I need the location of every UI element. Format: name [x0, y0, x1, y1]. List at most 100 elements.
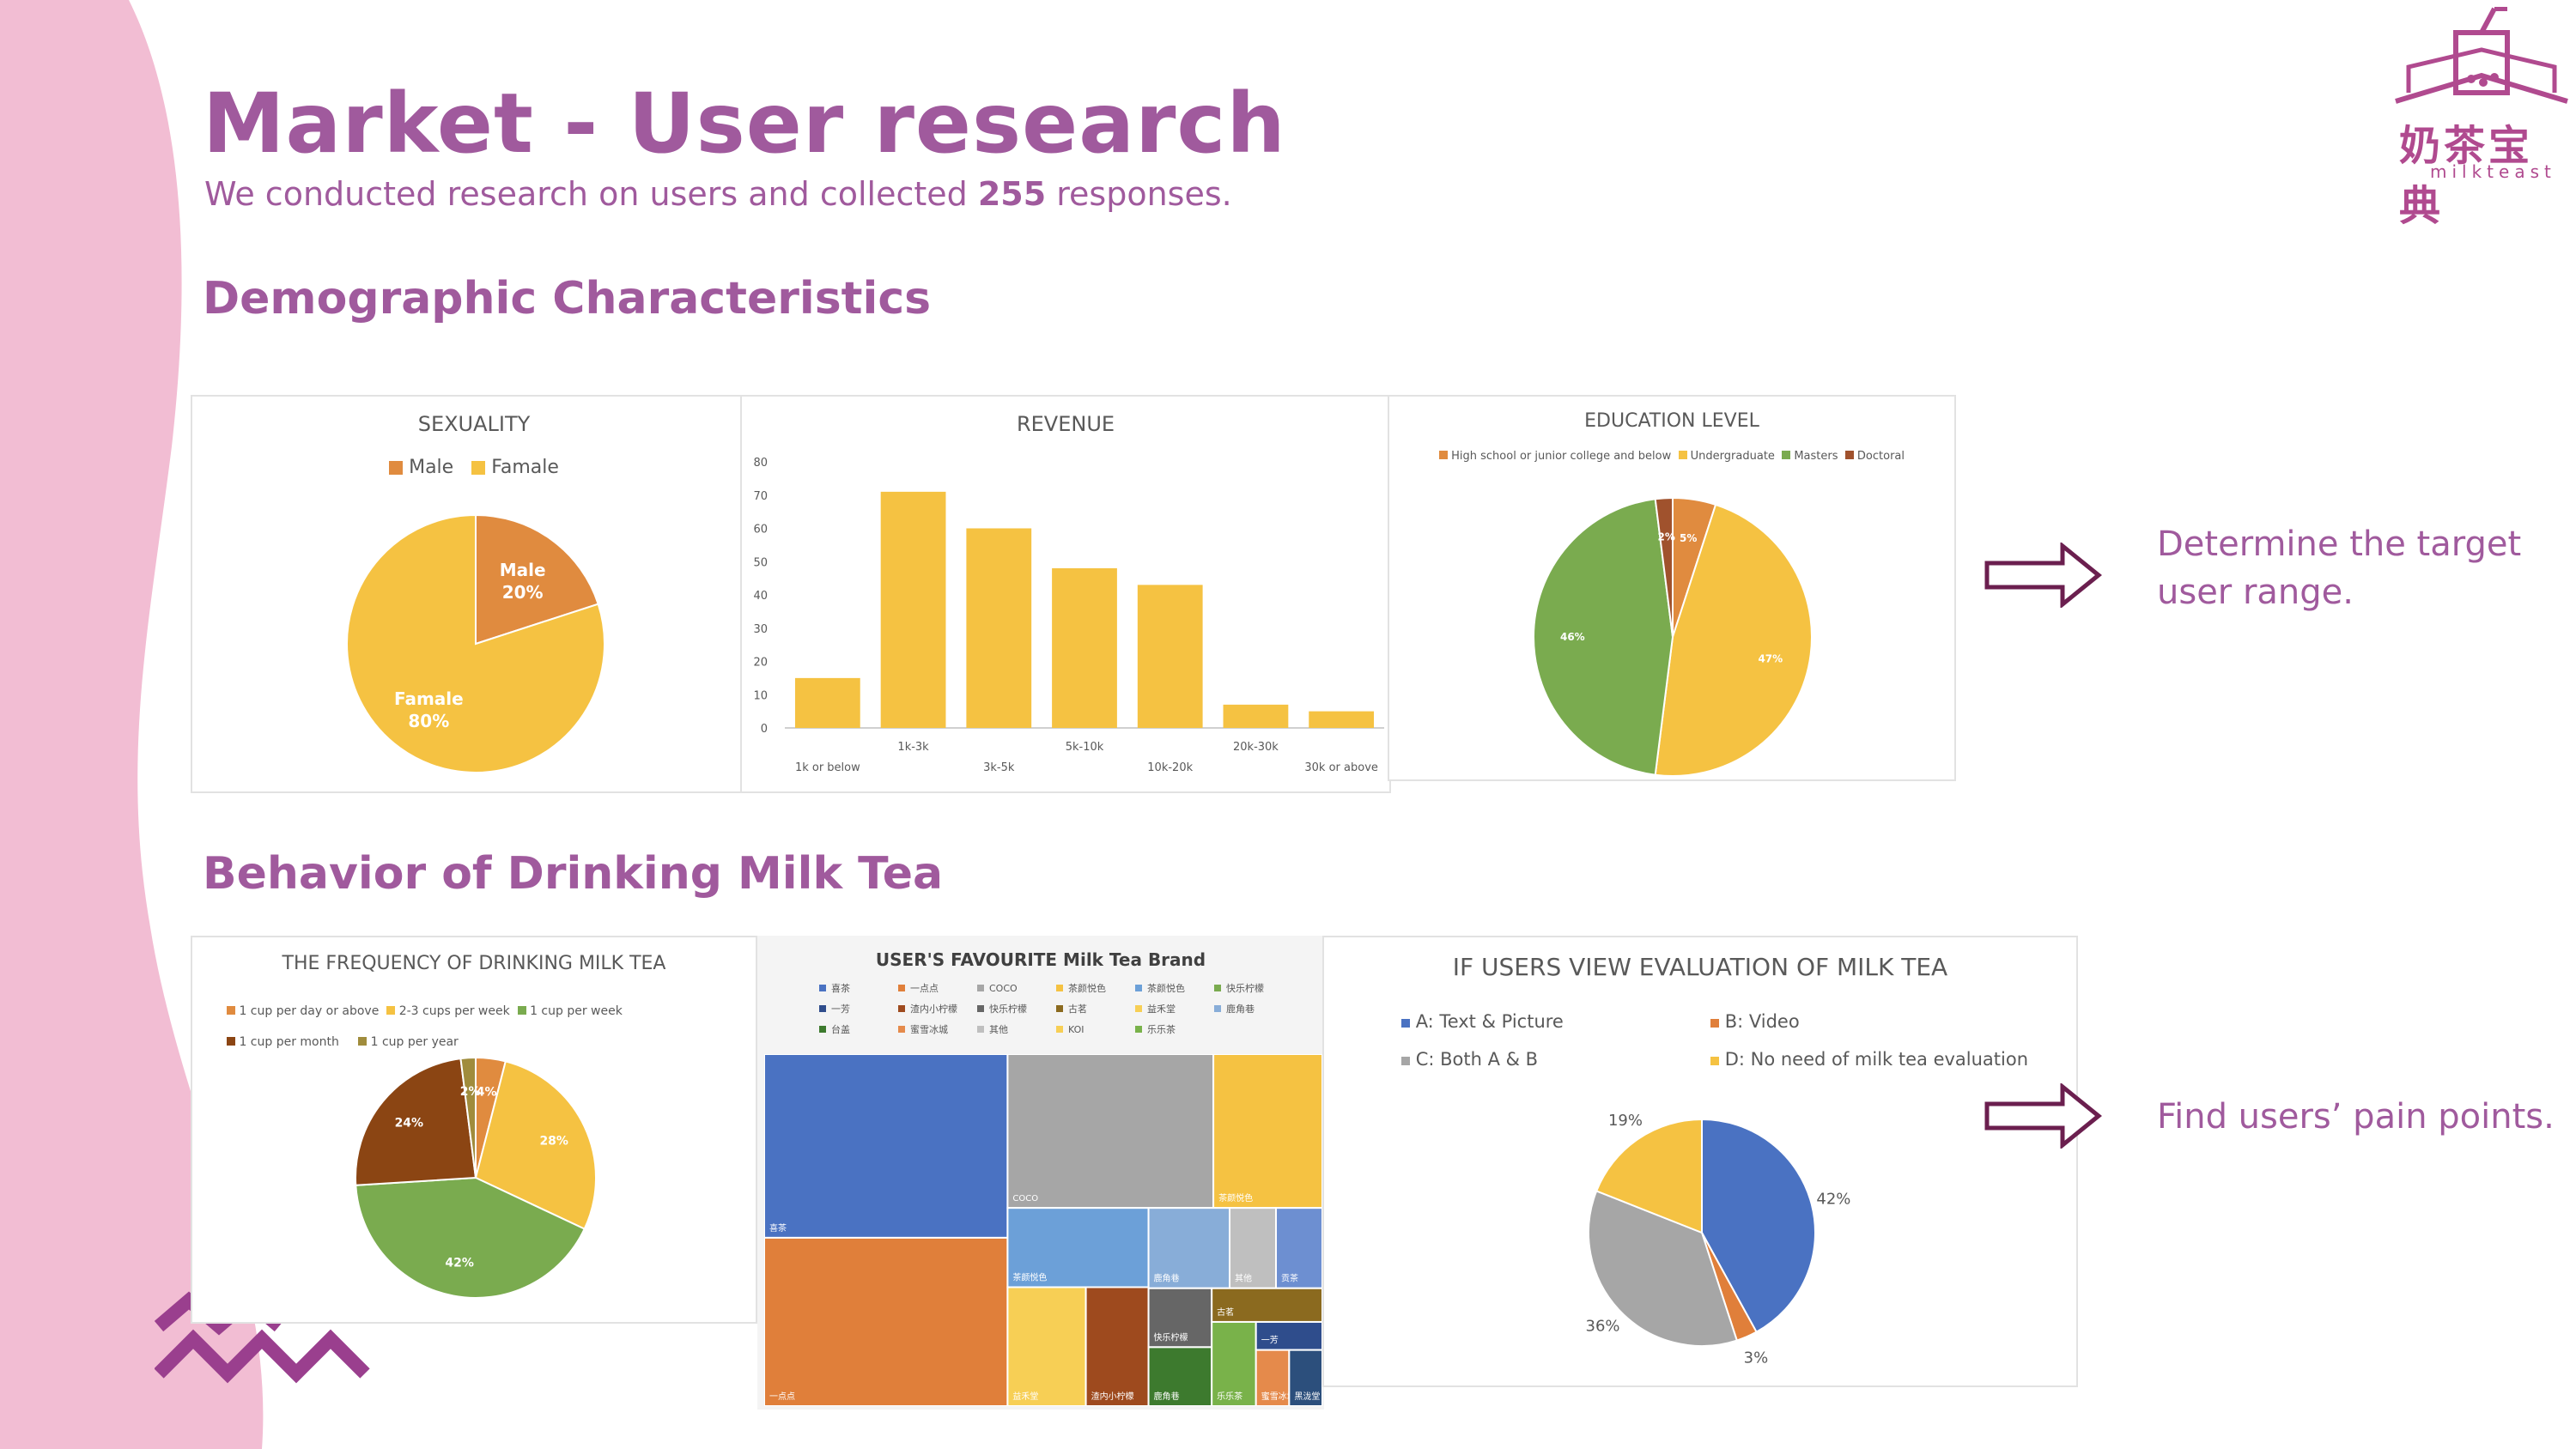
legend-label: 茶颜悦色 [1147, 983, 1185, 994]
slice-value-label: 42% [1816, 1191, 1850, 1209]
treemap-cell [1288, 1349, 1322, 1406]
treemap-cell [1211, 1287, 1322, 1323]
bar [794, 677, 860, 728]
response-count: 255 [977, 175, 1047, 213]
x-tick-label: 3k-5k [983, 761, 1015, 774]
y-tick-label: 70 [753, 490, 768, 503]
page-title: Market - User research [203, 76, 1286, 172]
treemap-cell-label: 快乐柠檬 [1154, 1331, 1188, 1343]
legend-swatch [819, 985, 826, 991]
treemap-cell [1255, 1320, 1322, 1351]
legend-item: 其他 [977, 1020, 1056, 1040]
pie-slice [1588, 1190, 1739, 1347]
chart-legend: High school or junior college and below … [1389, 450, 1954, 463]
slice-value-label: 2% [1657, 531, 1674, 543]
legend-item: 渣内小柠檬 [898, 999, 977, 1020]
legend-label: 茶颜悦色 [1068, 983, 1106, 994]
legend-label: 其他 [989, 1024, 1008, 1035]
legend-swatch [1056, 1005, 1063, 1012]
pie-slice [1654, 496, 1674, 638]
treemap-cell [1147, 1207, 1231, 1289]
legend-item: 茶颜悦色 [1135, 979, 1214, 999]
slice-value-label: 4% [477, 1086, 497, 1100]
subtitle-prefix: We conducted research on users and colle… [204, 175, 978, 213]
legend-swatch [517, 1006, 526, 1015]
x-tick-label: 20k-30k [1233, 741, 1279, 754]
legend-swatch [1135, 1026, 1142, 1033]
treemap-cell [764, 1236, 1009, 1406]
legend-label: 喜茶 [831, 983, 850, 994]
legend-swatch [977, 1005, 984, 1012]
chart-legend: 1 cup per day or above 2-3 cups per week… [227, 996, 742, 1058]
legend-swatch [386, 1006, 396, 1015]
slice-value-label: 42% [445, 1257, 474, 1270]
legend-swatch [1056, 985, 1063, 991]
treemap-cell [1147, 1346, 1213, 1406]
legend-item: COCO [977, 979, 1056, 999]
legend-item: 一点点 [898, 979, 977, 999]
legend-swatch [1401, 1057, 1410, 1065]
legend-label: 鹿角巷 [1226, 1003, 1255, 1015]
slice-name-label: Male [500, 560, 546, 580]
legend-item: 快乐柠檬 [1214, 979, 1293, 999]
legend-label-undergraduate: Undergraduate [1690, 450, 1775, 463]
treemap-cell-label: 黑泷堂 [1294, 1391, 1320, 1402]
pie-slice [474, 1060, 597, 1230]
bar [1137, 585, 1203, 728]
note-line-1: Determine the target [2157, 524, 2522, 564]
legend-label-yearly: 1 cup per year [370, 1035, 459, 1049]
right-arrow-icon [1984, 543, 2102, 608]
legend-label: 一点点 [910, 983, 939, 994]
chart-title: THE FREQUENCY OF DRINKING MILK TEA [282, 953, 666, 974]
bar [1223, 704, 1289, 728]
y-tick-label: 50 [753, 556, 768, 569]
pie-slice [346, 513, 605, 773]
education-chart-panel: EDUCATION LEVEL High school or junior co… [1388, 395, 1956, 781]
legend-item: 台盖 [819, 1020, 898, 1040]
treemap-cell [1211, 1320, 1257, 1406]
pie-slice [1701, 1118, 1816, 1334]
legend-label: D: No need of milk tea evaluation [1724, 1049, 2029, 1070]
bar [1052, 568, 1117, 728]
legend-swatch [1678, 451, 1687, 459]
legend-label-male: Male [409, 457, 454, 478]
note-pain-points: Find users’ pain points. [2157, 1097, 2555, 1137]
legend-item: 古茗 [1056, 999, 1135, 1020]
section-demographic-heading: Demographic Characteristics [203, 273, 932, 324]
x-tick-label: 1k or below [795, 761, 860, 774]
treemap-cell [1006, 1286, 1087, 1406]
legend-swatch [819, 1026, 826, 1033]
treemap-cell [764, 1054, 1009, 1239]
note-target-range: Determine the target user range. [2157, 520, 2521, 616]
treemap-cell-label: 一芳 [1261, 1335, 1279, 1346]
chart-legend: 喜茶 一点点 COCO 茶颜悦色 茶颜悦色 快乐柠檬一芳 渣内小柠檬 快乐柠檬 古茗 益禾堂 鹿角巷… [819, 979, 1300, 1040]
legend-label-masters: Masters [1794, 450, 1838, 463]
evaluation-chart-panel: IF USERS VIEW EVALUATION OF MILK TEA A: … [1322, 936, 2078, 1387]
legend-label-monthly: 1 cup per month [239, 1035, 339, 1049]
pie-slice [1654, 503, 1813, 777]
legend-label-weekly: 1 cup per week [530, 1004, 623, 1018]
legend-label: A: Text & Picture [1415, 1011, 1564, 1032]
legend-item-c: C: Both A & B [1401, 1049, 1538, 1070]
treemap-cell-label: 茶颜悦色 [1218, 1192, 1253, 1203]
logo: 奶茶宝典 milkteast [2387, 7, 2576, 230]
legend-label: 台盖 [831, 1024, 850, 1035]
treemap-cell-label: 贡茶 [1281, 1273, 1298, 1284]
treemap-cell-label: 益禾堂 [1012, 1391, 1038, 1402]
y-tick-label: 20 [753, 657, 768, 670]
legend-swatch-male [389, 461, 404, 475]
y-tick-label: 10 [753, 689, 768, 702]
x-tick-label: 5k-10k [1066, 741, 1104, 754]
legend-label: C: Both A & B [1415, 1049, 1539, 1070]
legend-item: 茶颜悦色 [1056, 979, 1135, 999]
slice-value-label: 3% [1744, 1349, 1769, 1367]
chart-title: EDUCATION LEVEL [1584, 410, 1759, 432]
legend-label: 蜜雪冰城 [910, 1024, 948, 1035]
x-tick-label: 1k-3k [897, 741, 929, 754]
sexuality-chart-panel: SEXUALITY Male Famale Male 20% Famale 80% [191, 395, 757, 793]
chart-title: USER'S FAVOURITE Milk Tea Brand [875, 949, 1206, 970]
treemap-cell-label: 鹿角巷 [1154, 1273, 1180, 1284]
legend-swatch [1135, 1005, 1142, 1012]
legend-item-b: B: Video [1710, 1011, 1800, 1032]
